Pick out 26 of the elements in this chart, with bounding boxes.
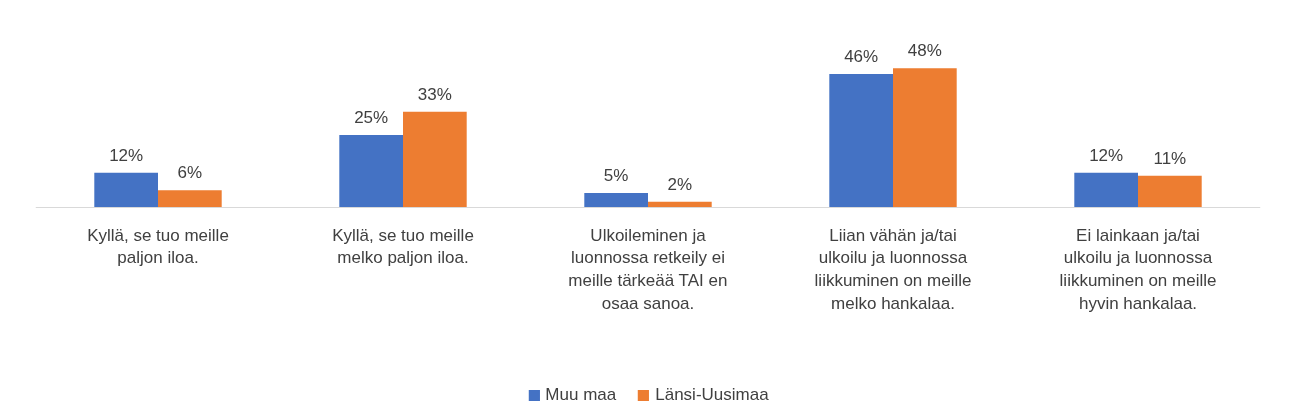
data-label: 48%: [907, 41, 942, 61]
x-tick-label: Liian vähän ja/tai ulkoilu ja luonnossa liikkuminen on meille melko hankalaa.: [814, 225, 972, 313]
data-label: 5%: [603, 166, 629, 186]
x-tick-label: Kyllä, se tuo meille paljon iloa.: [87, 225, 229, 268]
data-label: 12%: [109, 145, 144, 165]
bar: [1074, 172, 1138, 208]
data-label: 25%: [354, 108, 389, 127]
bar: [94, 172, 158, 208]
data-label: 2%: [667, 174, 693, 194]
bar: [403, 111, 467, 208]
x-tick-label: Ulkoileminen ja luonnossa retkeily ei meille tärkeää TAI en osaa sanoa.: [568, 225, 728, 313]
data-label: 6%: [177, 163, 203, 183]
legend-label: Muu maa: [545, 385, 617, 405]
data-label: 33%: [417, 84, 452, 104]
data-label: 46%: [844, 47, 879, 67]
x-tick-label: Ei lainkaan ja/tai ulkoilu ja luonnossa liikkuminen on meille hyvin hankalaa.: [1059, 225, 1217, 313]
bar: [339, 135, 403, 208]
x-tick-label: Kyllä, se tuo meille melko paljon iloa.: [332, 225, 474, 268]
bar: [158, 190, 222, 208]
data-label: 12%: [1089, 145, 1124, 165]
bar: [829, 74, 893, 208]
bar: [584, 193, 648, 208]
legend-label: Länsi-Uusimaa: [655, 385, 769, 405]
bar: [1138, 175, 1202, 208]
data-label: 11%: [1153, 148, 1187, 168]
bar: [893, 68, 957, 208]
